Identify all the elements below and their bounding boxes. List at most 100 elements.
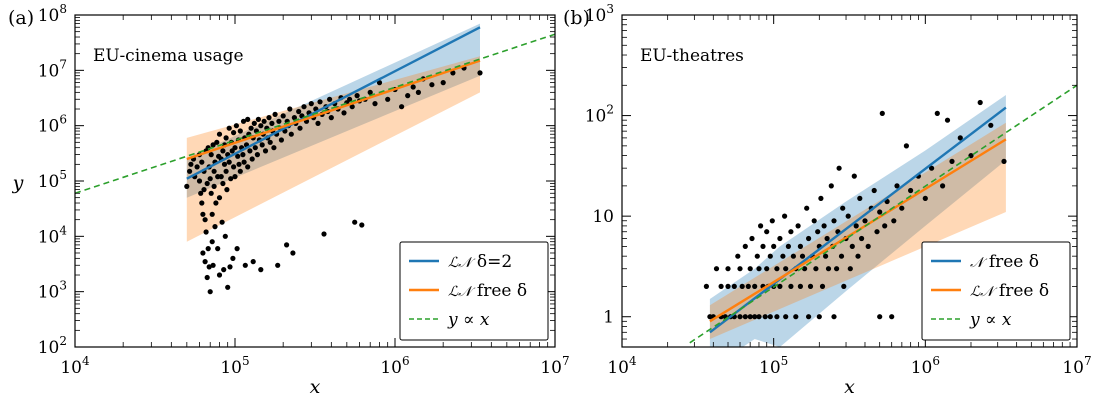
data-point — [804, 205, 810, 211]
y-tick-label: 107 — [38, 57, 67, 81]
data-point — [209, 239, 215, 245]
data-point — [859, 235, 865, 242]
x-tick-label: 105 — [220, 354, 249, 378]
data-point — [196, 178, 203, 184]
legend: ℒ𝒩 δ=2ℒ𝒩 free δy ∝ x — [399, 241, 549, 341]
data-point — [940, 183, 946, 189]
x-tick-label: 107 — [1062, 354, 1091, 378]
data-point — [237, 128, 243, 134]
data-point — [440, 80, 446, 86]
data-point — [216, 272, 223, 278]
data-point — [317, 99, 323, 105]
data-point — [200, 211, 206, 217]
data-point — [825, 266, 832, 272]
data-point — [802, 266, 808, 272]
data-point — [207, 289, 213, 295]
data-point — [764, 266, 770, 272]
data-point — [187, 168, 193, 174]
data-point — [879, 110, 885, 116]
data-point — [405, 93, 411, 99]
y-tick-label: 105 — [38, 168, 67, 192]
data-point — [747, 314, 753, 320]
x-tick-label: 107 — [540, 354, 569, 378]
data-point — [234, 246, 240, 252]
data-point — [278, 137, 284, 143]
data-point — [762, 314, 768, 320]
data-point — [752, 283, 758, 289]
tick-base: 10 — [759, 358, 781, 378]
data-point — [929, 165, 935, 171]
data-point — [220, 148, 226, 154]
tick-base: 10 — [38, 283, 60, 303]
data-point — [934, 110, 940, 116]
data-point — [241, 159, 247, 165]
data-point — [815, 229, 821, 235]
data-point — [372, 101, 378, 107]
data-point — [237, 168, 243, 174]
legend-label-symbol: ℒ𝒩 — [448, 284, 476, 300]
data-point — [811, 218, 817, 224]
tick-base: 10 — [220, 358, 242, 378]
data-point — [232, 145, 238, 151]
data-point — [845, 213, 851, 219]
tick-base: 10 — [38, 6, 60, 26]
data-point — [224, 187, 230, 193]
data-point — [944, 117, 951, 123]
data-point — [1001, 158, 1007, 164]
data-point — [790, 253, 797, 259]
data-point — [838, 253, 845, 259]
data-point — [840, 205, 846, 211]
tick-base: 10 — [60, 358, 82, 378]
data-point — [774, 314, 780, 320]
data-point — [851, 173, 857, 179]
data-point — [821, 223, 827, 229]
data-point — [248, 125, 254, 131]
data-point — [287, 106, 293, 112]
legend-label-symbol: ℒ𝒩 — [448, 255, 476, 271]
data-point — [198, 190, 204, 196]
tick-base: 10 — [38, 172, 60, 192]
data-point — [308, 101, 314, 107]
fit-line-1 — [186, 26, 481, 180]
tick-base: 10 — [380, 358, 402, 378]
data-point — [228, 176, 234, 182]
tick-base: 10 — [540, 358, 562, 378]
x-tick-label: 106 — [380, 354, 409, 378]
tick-base: 10 — [585, 6, 607, 26]
data-point — [215, 246, 221, 252]
tick-base: 1 — [603, 308, 614, 328]
data-point — [806, 235, 812, 242]
legend-label-text: free δ — [994, 281, 1050, 301]
data-point — [957, 135, 963, 141]
data-point — [703, 283, 710, 289]
data-point — [230, 255, 236, 261]
tick-base: 10 — [592, 207, 614, 227]
data-point — [212, 224, 218, 230]
legend-box — [921, 241, 1071, 341]
data-point — [853, 223, 859, 229]
data-point — [199, 159, 205, 165]
legend-label: y ∝ x — [969, 310, 1012, 330]
data-point — [874, 229, 880, 235]
fit-line-2 — [186, 59, 481, 161]
tick-exponent: 7 — [1084, 354, 1092, 368]
panel-title: EU-theatres — [640, 46, 744, 66]
data-point — [735, 253, 741, 259]
data-point — [747, 266, 753, 272]
tick-exponent: 4 — [59, 223, 67, 237]
data-point — [223, 168, 229, 174]
data-point — [415, 89, 421, 95]
data-point — [231, 130, 237, 136]
data-point — [871, 187, 877, 194]
data-point — [188, 161, 194, 167]
data-point — [259, 142, 265, 148]
data-point — [834, 266, 840, 272]
data-point — [209, 211, 215, 217]
y-tick-label: 103 — [585, 2, 614, 26]
tick-exponent: 3 — [606, 2, 614, 16]
tick-exponent: 6 — [932, 354, 940, 368]
data-point — [213, 200, 219, 206]
data-point — [200, 250, 206, 256]
data-point — [233, 123, 239, 129]
data-point — [232, 174, 238, 180]
